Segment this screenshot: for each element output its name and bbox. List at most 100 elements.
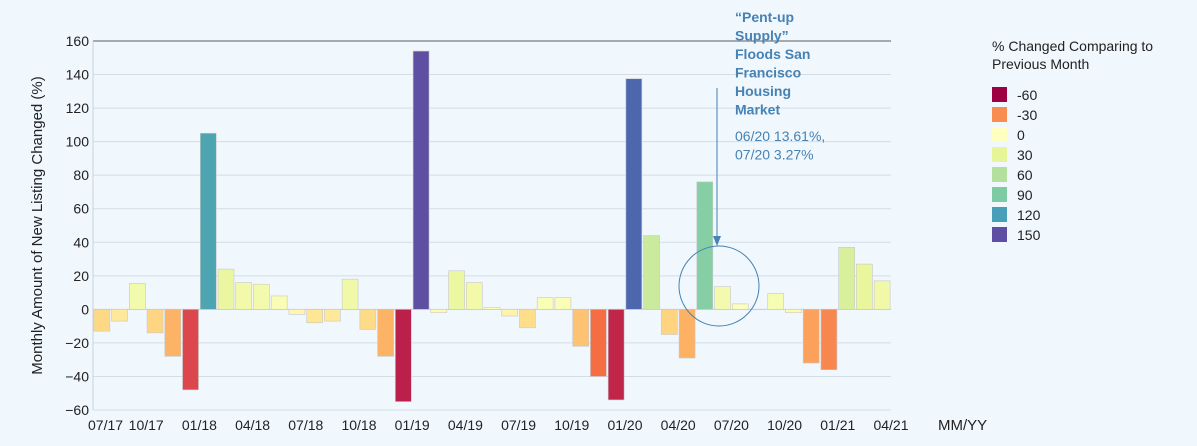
x-tick-label: 04/21	[873, 417, 908, 433]
bar	[465, 282, 483, 310]
y-tick-label: −20	[65, 335, 89, 351]
bar	[430, 309, 448, 314]
legend-title-line: Previous Month	[992, 56, 1089, 72]
legend-title-line: % Changed Comparing to	[992, 38, 1153, 54]
x-tick-label: 07/18	[288, 417, 323, 433]
y-tick-label: 40	[73, 234, 89, 250]
bar	[164, 309, 182, 357]
bar	[554, 297, 572, 310]
bar	[483, 307, 501, 310]
x-tick-label: 04/20	[661, 417, 696, 433]
y-axis-title: Monthly Amount of New Listing Changed (%…	[29, 76, 46, 374]
bar	[182, 309, 199, 391]
bar	[536, 297, 554, 310]
bar	[625, 78, 643, 310]
bar	[324, 309, 341, 322]
x-tick-label: 01/21	[820, 417, 855, 433]
legend-swatch	[992, 87, 1007, 102]
bar	[377, 309, 394, 357]
legend-label: -30	[1017, 107, 1037, 123]
bar	[341, 278, 359, 310]
legend-label: 150	[1017, 227, 1041, 243]
x-tick-label: 07/20	[714, 417, 749, 433]
legend-label: -60	[1017, 87, 1037, 103]
annotation-circle	[678, 245, 760, 327]
bar	[519, 309, 536, 329]
legend-swatch	[992, 227, 1007, 242]
bar	[856, 263, 873, 310]
legend-label: 90	[1017, 187, 1033, 203]
bar	[270, 295, 288, 310]
bar	[731, 303, 749, 310]
y-tick-label: 0	[81, 301, 89, 317]
legend-label: 120	[1017, 207, 1041, 223]
y-tick-label: 120	[66, 100, 90, 116]
annotation-text-line: 07/20 3.27%	[735, 147, 814, 163]
legend-label: 60	[1017, 167, 1033, 183]
annotation-title-line: “Pent-up	[735, 9, 794, 25]
x-tick-label: 10/19	[554, 417, 589, 433]
x-tick-label: 04/19	[448, 417, 483, 433]
bar	[253, 283, 270, 310]
bar	[696, 181, 714, 310]
x-tick-label: 07/19	[501, 417, 536, 433]
y-tick-label: 60	[73, 201, 89, 217]
bar	[129, 283, 146, 310]
x-axis-title: MM/YY	[938, 417, 987, 434]
bar	[111, 309, 128, 322]
y-tick-label: 160	[66, 33, 90, 49]
bar	[572, 309, 589, 347]
legend-label: 0	[1017, 127, 1025, 143]
bar	[838, 247, 855, 310]
annotation-title-line: Housing	[735, 83, 791, 99]
x-tick-label: 04/18	[235, 417, 270, 433]
x-tick-label: 01/19	[395, 417, 430, 433]
bar	[93, 309, 111, 332]
x-tick-label: 01/20	[607, 417, 642, 433]
legend-swatch	[992, 187, 1007, 202]
bar	[714, 286, 731, 310]
x-tick-label: 10/18	[341, 417, 376, 433]
bar	[802, 309, 820, 364]
bar	[873, 280, 891, 310]
annotation-text-line: 06/20 13.61%,	[735, 128, 825, 144]
legend-swatch	[992, 167, 1007, 182]
bar	[785, 309, 802, 314]
x-tick-label: 10/20	[767, 417, 802, 433]
annotation-title-line: Floods San	[735, 46, 810, 62]
bar	[590, 309, 607, 377]
legend-label: 30	[1017, 147, 1033, 163]
legend: % Changed Comparing to Previous Month -60 -…	[992, 38, 1153, 243]
y-tick-label: −60	[65, 402, 89, 418]
annotation-title-line: Market	[735, 102, 780, 118]
legend-swatch	[992, 107, 1007, 122]
x-tick-label: 01/18	[182, 417, 217, 433]
annotation-arrowhead	[713, 236, 721, 246]
bar	[820, 309, 838, 371]
bar	[501, 309, 519, 317]
y-tick-label: 80	[73, 167, 89, 183]
bar	[359, 309, 377, 330]
legend-swatch	[992, 127, 1007, 142]
bar	[199, 132, 217, 310]
bar	[661, 309, 678, 335]
annotation-title-line: Francisco	[735, 65, 801, 81]
bar	[288, 309, 306, 315]
x-tick-label: 10/17	[129, 417, 164, 433]
bar	[607, 309, 625, 401]
gridlines	[93, 74, 891, 411]
y-tick-label: 100	[66, 134, 90, 150]
y-tick-label: −40	[65, 368, 89, 384]
legend-swatch	[992, 207, 1007, 222]
bar	[395, 309, 412, 402]
bar	[217, 268, 235, 310]
bars	[93, 50, 891, 402]
x-tick-labels: 07/17 10/17 01/18 04/18 07/18 10/18 01/19 04/19…	[88, 417, 909, 433]
bar	[306, 309, 323, 324]
bar	[146, 309, 164, 334]
y-tick-labels: −60 −40 −20 0 20 40 60 80 100 120 140 160	[65, 33, 89, 418]
x-tick-label: 07/17	[88, 417, 123, 433]
bar	[448, 270, 465, 310]
y-tick-label: 140	[66, 67, 90, 83]
bar	[643, 235, 660, 310]
